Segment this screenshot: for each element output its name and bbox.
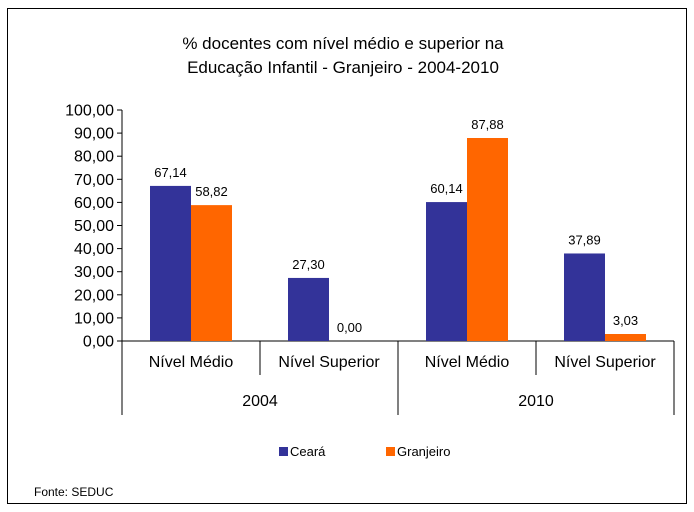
bar-chart: % docentes com nível médio e superior na… — [34, 34, 675, 499]
y-tick-label: 90,00 — [74, 126, 114, 143]
y-tick-label: 30,00 — [74, 264, 114, 281]
bar-ceara — [288, 277, 329, 341]
bar-ceara — [564, 253, 605, 341]
bar-granjeiro — [191, 205, 232, 341]
legend-swatch — [279, 447, 288, 456]
data-label: 3,03 — [613, 313, 638, 328]
data-label: 87,88 — [471, 117, 504, 132]
y-tick-label: 40,00 — [74, 241, 114, 258]
bar-ceara — [150, 185, 191, 341]
y-tick-label: 100,00 — [65, 103, 114, 120]
chart-title-line-2: Educação Infantil - Granjeiro - 2004-201… — [187, 58, 499, 77]
bar-granjeiro — [605, 334, 646, 341]
chart-frame: % docentes com nível médio e superior na… — [7, 8, 687, 504]
chart-title-line-1: % docentes com nível médio e superior na — [182, 34, 504, 53]
y-tick-label: 10,00 — [74, 310, 114, 327]
data-label: 37,89 — [568, 232, 601, 247]
legend-label: Granjeiro — [397, 444, 450, 459]
source-note: Fonte: SEDUC — [34, 485, 114, 499]
y-tick-label: 20,00 — [74, 287, 114, 304]
x-category-label: Nível Médio — [425, 354, 510, 371]
y-tick-label: 70,00 — [74, 172, 114, 189]
chart-title: % docentes com nível médio e superior na… — [182, 34, 504, 77]
data-label: 60,14 — [430, 181, 463, 196]
legend: Ceará Granjeiro — [279, 444, 450, 459]
legend-label: Ceará — [290, 444, 326, 459]
bar-granjeiro — [467, 137, 508, 341]
x-category-label: Nível Superior — [554, 354, 656, 371]
legend-swatch — [386, 447, 395, 456]
y-tick-label: 50,00 — [74, 218, 114, 235]
data-label: 67,14 — [154, 165, 187, 180]
data-label: 0,00 — [337, 320, 362, 335]
data-label: 58,82 — [195, 184, 228, 199]
x-category-label: Nível Médio — [149, 354, 234, 371]
bar-ceara — [426, 202, 467, 341]
x-category-label: Nível Superior — [278, 354, 380, 371]
data-label: 27,30 — [292, 257, 325, 272]
y-tick-label: 60,00 — [74, 195, 114, 212]
x-group-label: 2004 — [242, 393, 278, 410]
y-tick-label: 80,00 — [74, 149, 114, 166]
x-group-label: 2010 — [518, 393, 554, 410]
y-tick-label: 0,00 — [83, 334, 114, 351]
